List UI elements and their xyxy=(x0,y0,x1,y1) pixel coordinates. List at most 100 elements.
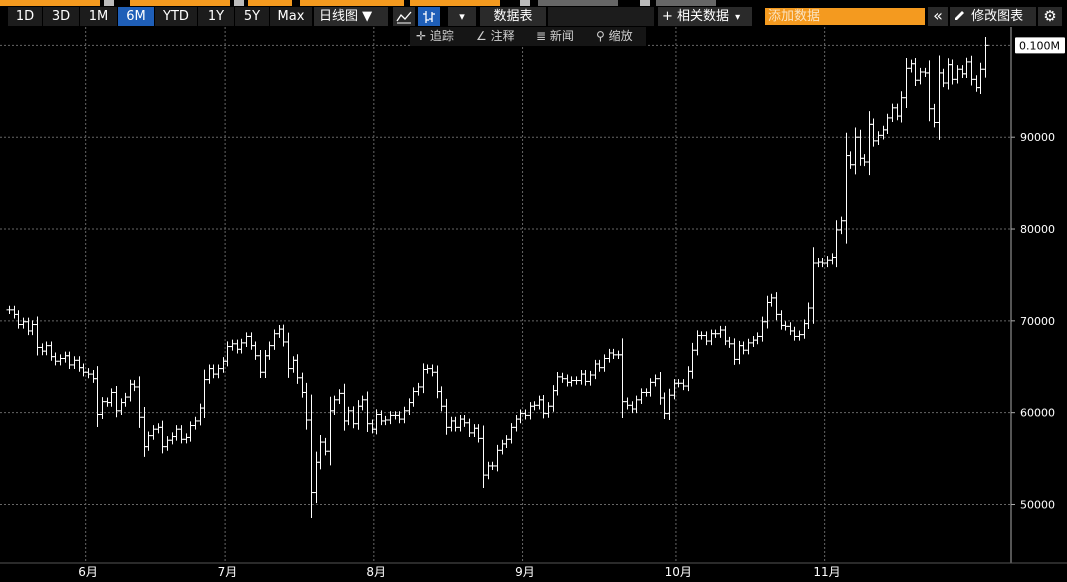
ohlc-bar xyxy=(778,310,785,330)
zoom-tool[interactable]: ⚲ 缩放 xyxy=(596,27,633,46)
ohlc-bar xyxy=(350,406,357,429)
ohlc-bar xyxy=(271,329,278,350)
ohlc-bar xyxy=(750,335,757,348)
ohlc-bar xyxy=(25,317,32,336)
ohlc-bar xyxy=(931,103,938,128)
ohlc-bar xyxy=(266,341,273,360)
ohlc-bar xyxy=(949,59,956,85)
ohlc-bar xyxy=(582,369,589,386)
ohlc-bar xyxy=(131,380,138,392)
line-chart-icon[interactable] xyxy=(393,7,415,26)
ohlc-bar xyxy=(178,425,185,444)
collapse-icon[interactable]: « xyxy=(928,7,948,26)
ohlc-bar xyxy=(345,406,352,426)
period-1m-button[interactable]: 1M xyxy=(80,7,117,26)
ohlc-bar xyxy=(508,423,515,444)
chart-type-dropdown[interactable]: 日线图 ▼ xyxy=(314,7,388,26)
y-tick-label: 50000 xyxy=(1020,498,1055,511)
news-tool[interactable]: ≣ 新闻 xyxy=(536,27,574,46)
ohlc-bar xyxy=(954,65,961,84)
ohlc-bar xyxy=(805,302,812,330)
y-tick-label: 70000 xyxy=(1020,315,1055,328)
ohlc-bar xyxy=(647,378,654,397)
ohlc-bar xyxy=(317,434,324,470)
period-1y-button[interactable]: 1Y xyxy=(198,7,234,26)
related-data-button[interactable]: + 相关数据 ▾ xyxy=(658,7,752,26)
ohlc-bar xyxy=(141,406,148,457)
ohlc-bar xyxy=(791,326,798,341)
ohlc-bar xyxy=(252,341,259,360)
ohlc-bar xyxy=(331,395,338,415)
ohlc-bar xyxy=(708,329,715,346)
settings-gear-icon[interactable]: ⚙ xyxy=(1038,7,1062,26)
ohlc-bar xyxy=(550,385,557,412)
ohlc-bar xyxy=(127,379,134,402)
ohlc-bar xyxy=(48,341,55,361)
ohlc-bar xyxy=(606,348,613,363)
x-month-label: 9月 xyxy=(515,565,535,578)
ohlc-bar xyxy=(401,406,408,424)
x-month-label: 11月 xyxy=(813,565,840,578)
ohlc-bar xyxy=(578,369,585,385)
period-1d-button[interactable]: 1D xyxy=(8,7,42,26)
edit-chart-button[interactable]: 修改图表 xyxy=(950,7,1036,26)
ohlc-chart-svg[interactable]: 50000 60000 70000 80000 90000 0.100M 6月 7月 8月 9月… xyxy=(0,27,1067,579)
ohlc-bar xyxy=(461,414,468,427)
ohlc-bar xyxy=(145,431,152,451)
track-tool[interactable]: ✛ 追踪 xyxy=(416,27,454,46)
bar-chart-icon[interactable] xyxy=(418,7,440,26)
ohlc-bar xyxy=(71,356,78,370)
ohlc-bar xyxy=(870,118,877,147)
ohlc-bar xyxy=(963,57,970,79)
ohlc-bar xyxy=(187,421,194,442)
ohlc-bar xyxy=(136,376,143,428)
ohlc-bar xyxy=(262,349,269,379)
ohlc-bar xyxy=(801,319,808,339)
ohlc-bar xyxy=(108,388,115,407)
ohlc-bar xyxy=(369,419,376,434)
ohlc-bar xyxy=(80,363,87,377)
ohlc-bar xyxy=(884,113,891,135)
ohlc-bar xyxy=(657,371,664,405)
ohlc-bar xyxy=(169,432,176,445)
ohlc-bar xyxy=(373,409,380,435)
ohlc-bar xyxy=(638,388,645,404)
annotate-tool[interactable]: ∠ 注释 xyxy=(476,27,515,46)
x-month-label: 7月 xyxy=(218,565,238,578)
ohlc-bar xyxy=(898,91,905,123)
chart-subtoolbar: ✛ 追踪 ∠ 注释 ≣ 新闻 ⚲ 缩放 xyxy=(410,27,646,46)
period-6m-button[interactable]: 6M xyxy=(118,7,154,26)
ohlc-bar xyxy=(122,392,129,407)
news-icon: ≣ xyxy=(536,29,547,43)
ohlc-bar xyxy=(773,292,780,321)
ohlc-bar xyxy=(155,423,162,434)
period-ytd-button[interactable]: YTD xyxy=(155,7,197,26)
ohlc-bar xyxy=(420,363,427,394)
ohlc-bar xyxy=(903,58,910,108)
ohlc-bar xyxy=(726,336,733,348)
period-5y-button[interactable]: 5Y xyxy=(235,7,269,26)
ohlc-bar xyxy=(843,132,850,244)
ohlc-bar xyxy=(303,382,310,430)
ohlc-bar xyxy=(290,356,297,373)
ohlc-bar xyxy=(29,320,36,336)
data-table-button[interactable]: 数据表 xyxy=(480,7,546,26)
add-data-input[interactable]: 添加数据 xyxy=(765,8,925,25)
ohlc-bar xyxy=(671,379,678,400)
zoom-label: 缩放 xyxy=(608,29,633,43)
period-3d-button[interactable]: 3D xyxy=(43,7,79,26)
ohlc-bar xyxy=(592,359,599,380)
ohlc-bar xyxy=(243,332,250,348)
ohlc-bar xyxy=(685,366,692,392)
ohlc-bar xyxy=(540,394,547,419)
chart-toolbar: 1D 3D 1M 6M YTD 1Y 5Y Max 日线图 ▼ ▾ 数据表 + … xyxy=(0,6,1067,27)
ohlc-bar xyxy=(471,424,478,438)
ohlc-bar xyxy=(968,55,975,86)
period-max-button[interactable]: Max xyxy=(270,7,312,26)
x-month-label: 6月 xyxy=(78,565,98,578)
ohlc-bar xyxy=(387,411,394,425)
ohlc-bar xyxy=(824,256,831,268)
chart-style-caret[interactable]: ▾ xyxy=(448,7,476,26)
ohlc-bar xyxy=(787,322,794,336)
ohlc-bar xyxy=(173,425,180,441)
